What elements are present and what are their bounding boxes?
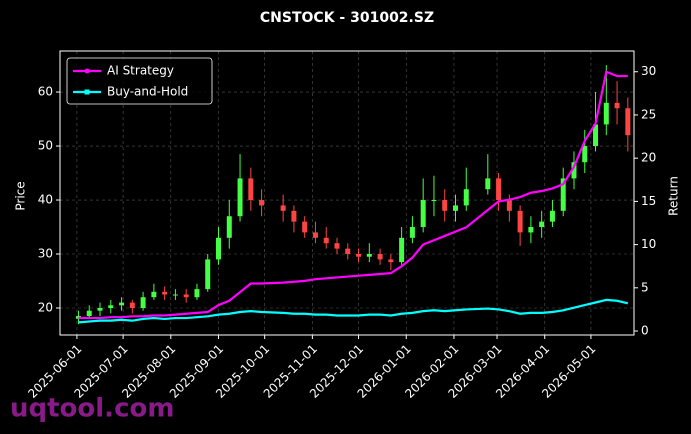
candle-body [614,102,620,109]
candle-body [506,200,512,211]
candle-body [312,232,318,238]
y2-tick-label: 10 [641,237,656,251]
candle-body [194,289,200,298]
candle-body [237,178,243,217]
candle-body [496,178,502,201]
watermark: uqtool.com [10,394,174,424]
candle-body [625,108,631,136]
legend-marker [84,89,90,95]
candle-body [549,210,555,222]
y2-tick-label: 25 [641,107,656,121]
candle-body [302,221,308,233]
candle-body [377,254,383,260]
y2-tick-label: 5 [641,280,649,294]
candle-body [323,237,329,244]
candle-body [399,237,405,263]
candle-body [259,200,265,206]
candle-body [366,254,372,257]
series-line [78,70,628,320]
candle-body [593,124,599,147]
candle-body [334,243,340,249]
candle-body [151,291,157,298]
candle-body [463,189,469,206]
candle-body [119,302,125,306]
legend-label: Buy-and-Hold [107,85,188,99]
y2-tick-label: 15 [641,194,656,208]
candle-body [603,102,609,125]
candle-body [517,210,523,233]
candle-body [485,178,491,190]
y-tick-label: 60 [38,85,53,99]
candle-body [345,248,351,255]
candle-body [291,210,297,222]
candle-body [129,302,135,309]
y-axis-label: Price [14,181,28,210]
chart-title: CNSTOCK - 301002.SZ [260,10,434,26]
y-tick-label: 20 [38,301,53,315]
candle-body [539,221,545,228]
candle-body [205,259,211,290]
y-tick-label: 30 [38,247,53,261]
candle-body [356,254,362,257]
candle-body [280,205,286,211]
candle-body [409,227,415,238]
y-tick-label: 50 [38,139,53,153]
candle-body [442,200,448,211]
series-line [78,298,629,324]
candle-body [97,308,103,311]
candle-body [388,259,394,263]
candle-body [216,237,222,260]
candle-body [560,178,566,211]
candle-body [183,294,189,298]
y2-tick-label: 20 [641,151,656,165]
candle-body [431,200,437,202]
candle-body [571,162,577,179]
candle-body [420,200,426,228]
candle-body [582,146,588,163]
candle-body [226,216,232,238]
y2-tick-label: 30 [641,64,656,78]
candle-body [452,205,458,211]
y2-axis-label: Return [667,176,681,216]
candle-body [248,178,254,201]
candle-body [528,227,534,233]
candle-body [108,305,114,309]
candle-body [140,297,146,309]
y-tick-label: 40 [38,193,53,207]
legend-box [66,57,213,105]
plot-frame [59,50,635,336]
candle-body [86,310,92,317]
y2-tick-label: 0 [641,324,649,338]
candle-body [162,291,168,295]
candle-body [172,294,178,296]
legend-label: AI Strategy [107,64,174,78]
legend-marker [84,68,90,74]
